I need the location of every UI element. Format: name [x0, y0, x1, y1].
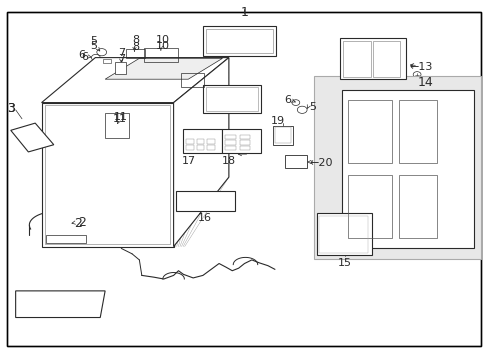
Bar [313, 76, 480, 259]
Text: 11: 11 [113, 114, 127, 124]
Text: 17: 17 [182, 156, 196, 166]
Text: 19: 19 [270, 116, 284, 126]
Bar [205, 87, 257, 111]
Text: ←13: ←13 [409, 62, 432, 72]
Text: 16: 16 [197, 213, 211, 224]
Bar [196, 145, 204, 150]
Polygon shape [176, 191, 234, 211]
Circle shape [179, 204, 184, 208]
Bar [398, 100, 436, 163]
Bar [105, 113, 128, 138]
Bar [347, 100, 391, 163]
Text: 2: 2 [74, 217, 82, 230]
Text: 12: 12 [264, 40, 278, 50]
Text: 18: 18 [222, 156, 235, 166]
Bar [316, 213, 371, 255]
Polygon shape [46, 235, 85, 243]
Circle shape [215, 204, 221, 208]
Bar [181, 73, 204, 87]
Text: 6: 6 [79, 50, 85, 60]
Text: 6: 6 [81, 51, 88, 62]
Bar [203, 85, 260, 113]
Text: 10: 10 [155, 35, 169, 45]
Bar [272, 126, 293, 145]
Text: 6: 6 [284, 95, 290, 105]
Text: 5: 5 [90, 41, 97, 51]
Bar [239, 135, 250, 139]
Polygon shape [41, 58, 228, 103]
Text: 15: 15 [337, 258, 351, 269]
Bar [222, 129, 260, 153]
Circle shape [215, 196, 221, 201]
Text: 9: 9 [244, 96, 251, 107]
Bar [372, 41, 400, 77]
Bar [126, 49, 144, 58]
Bar [206, 29, 272, 53]
Bar [144, 48, 177, 62]
Bar [319, 216, 367, 253]
Bar [239, 140, 250, 145]
Text: 3: 3 [7, 102, 15, 114]
Text: 5: 5 [308, 102, 315, 112]
Polygon shape [203, 26, 276, 56]
Polygon shape [11, 123, 54, 152]
Bar [239, 146, 250, 150]
Text: 2: 2 [78, 216, 86, 229]
Circle shape [179, 196, 184, 201]
Polygon shape [41, 103, 173, 247]
Bar [343, 41, 370, 77]
Bar [284, 155, 306, 168]
Text: 3: 3 [7, 102, 15, 114]
Bar [45, 105, 170, 244]
Text: 4: 4 [38, 300, 45, 313]
Text: 7: 7 [118, 54, 124, 64]
Text: 8: 8 [132, 35, 139, 45]
Circle shape [191, 204, 197, 208]
Text: 14: 14 [417, 76, 432, 89]
Bar [398, 175, 436, 238]
Bar [185, 139, 193, 144]
Bar [274, 127, 291, 143]
Text: ←20: ←20 [308, 158, 332, 168]
Text: 10: 10 [155, 41, 169, 51]
Circle shape [203, 196, 209, 201]
Text: 4: 4 [38, 300, 45, 313]
Bar [183, 129, 221, 153]
Bar [102, 59, 110, 63]
Bar [207, 139, 215, 144]
Bar [224, 140, 235, 145]
Circle shape [191, 196, 197, 201]
Text: 12: 12 [264, 42, 278, 53]
Text: 1: 1 [240, 6, 248, 19]
Polygon shape [342, 90, 473, 248]
Bar [185, 145, 193, 150]
Bar [224, 135, 235, 139]
Polygon shape [105, 58, 222, 79]
Polygon shape [16, 291, 105, 318]
Text: 7: 7 [118, 48, 124, 58]
Polygon shape [115, 62, 126, 74]
Bar [224, 146, 235, 150]
Polygon shape [339, 38, 405, 79]
Bar [196, 139, 204, 144]
Text: 11: 11 [114, 112, 127, 122]
Bar [207, 145, 215, 150]
Text: 8: 8 [132, 42, 139, 52]
Circle shape [203, 204, 209, 208]
Polygon shape [173, 58, 228, 247]
Text: 5: 5 [90, 36, 97, 46]
Bar [347, 175, 391, 238]
